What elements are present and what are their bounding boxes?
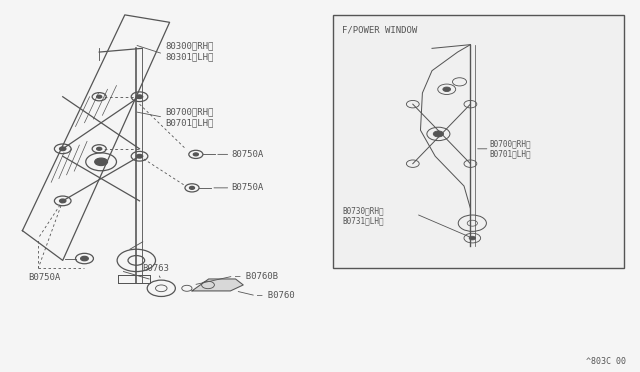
Text: 80750A: 80750A [232,150,264,159]
Text: — B0760B: — B0760B [235,272,278,280]
Circle shape [81,256,88,261]
Circle shape [60,147,66,151]
Text: — B0760: — B0760 [257,291,295,300]
Circle shape [189,186,195,189]
Text: F/POWER WINDOW: F/POWER WINDOW [342,25,418,34]
Text: B0750A: B0750A [28,273,60,282]
Circle shape [443,87,451,92]
Text: B0750A: B0750A [232,183,264,192]
Polygon shape [192,279,243,291]
Text: 80300〈RH〉
80301〈LH〉: 80300〈RH〉 80301〈LH〉 [165,42,214,61]
Text: B0730〈RH〉
B0731〈LH〉: B0730〈RH〉 B0731〈LH〉 [342,206,384,225]
Text: ^803C 00: ^803C 00 [586,357,626,366]
Circle shape [97,95,102,98]
Circle shape [95,158,108,166]
Circle shape [136,154,143,158]
Circle shape [433,131,444,137]
Circle shape [193,153,198,156]
Circle shape [60,199,66,203]
Circle shape [97,147,102,150]
Circle shape [136,95,143,99]
Text: B0700〈RH〉
B0701〈LH〉: B0700〈RH〉 B0701〈LH〉 [165,108,214,127]
Text: B0763: B0763 [142,264,169,273]
Text: B0700〈RH〉
B0701〈LH〉: B0700〈RH〉 B0701〈LH〉 [490,139,531,158]
Bar [333,15,624,268]
Circle shape [469,236,476,240]
